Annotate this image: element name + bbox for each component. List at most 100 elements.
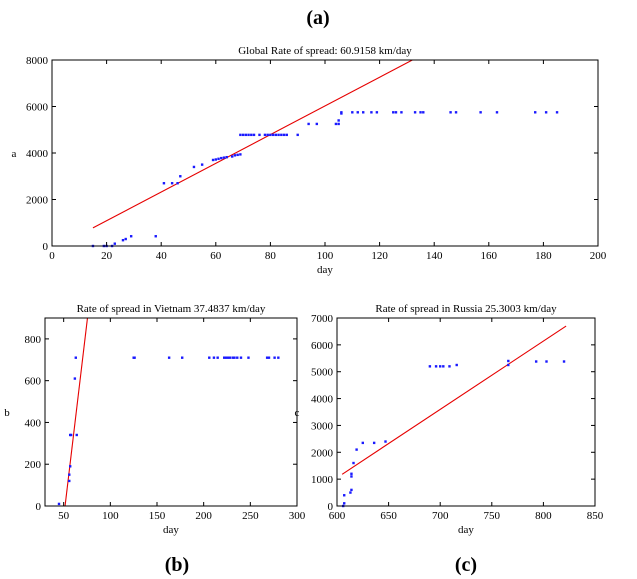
data-point-a	[211, 158, 215, 162]
chart-title-c: Rate of spread in Russia 25.3003 km/day	[375, 303, 557, 315]
data-point-c	[562, 360, 566, 363]
data-point-a	[113, 242, 116, 245]
x-tick-label-c: 850	[587, 510, 604, 522]
data-point-a	[400, 111, 403, 114]
y-tick-label-c: 4000	[311, 394, 334, 406]
data-point-b	[216, 356, 219, 359]
data-point-a	[392, 111, 395, 114]
chart-a: 0 20 40 60 80 100 120 140 160 180 2000200040006000…	[12, 45, 607, 276]
data-point-a	[252, 133, 256, 137]
data-point-a	[241, 133, 245, 137]
data-point-a	[247, 133, 250, 137]
data-point-a	[124, 237, 127, 241]
data-point-c	[343, 494, 346, 497]
x-tick-label-a: 20	[101, 250, 113, 262]
data-point-a	[263, 133, 267, 137]
data-point-a	[340, 111, 343, 114]
data-point-a	[337, 119, 340, 122]
data-point-a	[244, 133, 248, 137]
data-point-c	[384, 440, 387, 443]
data-point-a	[239, 153, 242, 156]
data-point-a	[307, 122, 310, 126]
data-point-a	[334, 122, 338, 126]
data-point-b	[181, 356, 184, 359]
data-point-c	[350, 488, 353, 492]
data-point-b	[265, 356, 269, 359]
y-tick-label-c: 1000	[311, 474, 334, 486]
data-point-a	[154, 235, 157, 238]
data-point-b	[231, 356, 234, 359]
data-point-a	[454, 111, 458, 114]
panel-label-b: (b)	[165, 554, 189, 576]
axes-frame-c	[336, 317, 596, 507]
data-point-c	[442, 365, 445, 368]
x-tick-label-a: 200	[590, 250, 607, 262]
data-point-a	[337, 122, 340, 126]
data-point-a	[239, 133, 242, 137]
chart-b: 50 100 150 200 250 300 0 200 400 600 800 Rate of sp…	[4, 303, 306, 536]
data-point-a	[222, 156, 226, 159]
data-point-b	[224, 356, 228, 359]
data-point-c	[350, 475, 353, 478]
data-point-a	[179, 175, 182, 178]
data-point-b	[133, 356, 136, 359]
data-point-a	[121, 238, 125, 242]
data-point-b	[57, 502, 61, 506]
data-point-b	[68, 473, 71, 476]
data-point-c	[455, 363, 458, 367]
data-point-a	[544, 111, 548, 114]
data-point-c	[507, 363, 510, 367]
data-point-a	[495, 111, 499, 114]
data-point-c	[355, 448, 358, 451]
data-point-b	[69, 433, 73, 437]
data-point-a	[282, 133, 286, 137]
y-tick-label-a: 8000	[26, 55, 49, 67]
data-point-b	[273, 356, 276, 359]
data-point-a	[129, 235, 133, 238]
data-point-c	[349, 491, 352, 494]
y-tick-label-a: 0	[43, 241, 49, 253]
panel-label-c: (c)	[455, 554, 477, 576]
y-axis-label-a: a	[12, 148, 17, 160]
axes-frame-b	[44, 317, 298, 507]
x-tick-label-a: 180	[535, 250, 552, 262]
data-point-c	[507, 359, 510, 363]
data-point-c	[361, 441, 364, 445]
y-tick-label-c: 6000	[311, 340, 334, 352]
data-point-b	[228, 356, 231, 359]
data-point-a	[449, 111, 452, 114]
data-point-b	[75, 433, 78, 437]
data-point-a	[422, 111, 425, 114]
data-point-a	[315, 122, 319, 126]
data-point-a	[266, 133, 269, 137]
data-point-a	[230, 155, 234, 158]
chart-c: 600 650 700 750 800 850 0 1000 2000 3000 4000 5000 6…	[295, 303, 604, 536]
x-axis-label-b: day	[163, 524, 179, 536]
fit-line-a	[92, 60, 413, 229]
data-point-a	[277, 133, 280, 137]
data-point-a	[233, 154, 237, 157]
x-tick-label-a: 40	[156, 250, 168, 262]
data-point-a	[192, 165, 196, 169]
data-point-a	[274, 133, 278, 137]
x-tick-label-c: 800	[535, 510, 552, 522]
data-point-a	[162, 182, 166, 185]
chart-title-a: Global Rate of spread: 60.9158 km/day	[238, 45, 412, 57]
y-tick-label-a: 4000	[26, 148, 49, 160]
panel-label-a: (a)	[306, 7, 329, 29]
y-tick-label-a: 2000	[26, 195, 49, 207]
y-tick-label-c: 2000	[311, 447, 334, 459]
data-point-a	[555, 111, 559, 114]
data-point-a	[250, 133, 253, 137]
data-point-a	[413, 111, 417, 114]
y-tick-label-b: 800	[25, 334, 42, 346]
x-tick-label-b: 100	[102, 510, 119, 522]
data-point-b	[226, 356, 230, 359]
data-point-c	[439, 365, 442, 368]
x-tick-label-c: 700	[432, 510, 449, 522]
x-tick-label-a: 140	[426, 250, 443, 262]
data-point-c	[343, 502, 346, 505]
data-point-b	[233, 356, 236, 359]
y-tick-label-c: 0	[328, 501, 334, 513]
